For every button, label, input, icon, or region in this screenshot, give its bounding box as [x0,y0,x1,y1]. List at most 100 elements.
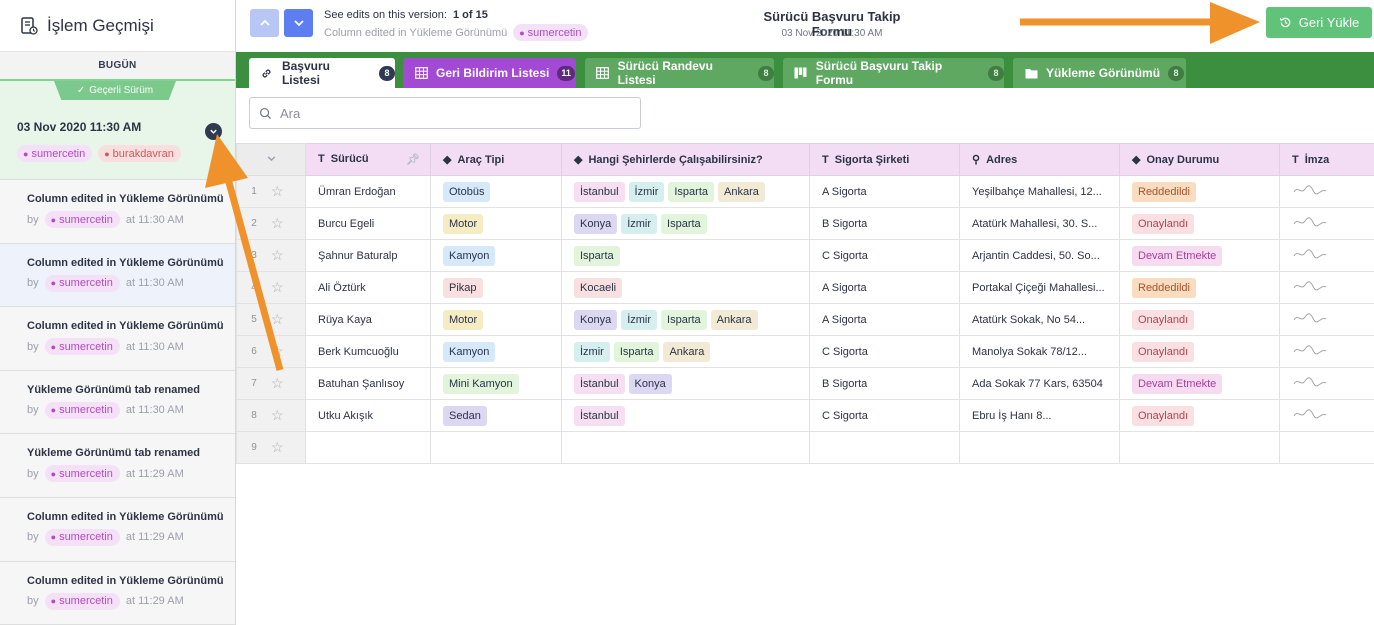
table-row[interactable]: 4 ☆ Ali Öztürk Pikap Kocaeli A Sigorta Portaka… [236,271,1374,304]
cell-surucu[interactable]: Rüya Kaya [305,303,431,336]
history-item[interactable]: Column edited in Yükleme Görünümü by ● sume… [0,561,235,625]
star-icon[interactable]: ☆ [271,247,284,263]
cell-adres[interactable]: Arjantin Caddesi, 50. So... [959,239,1120,272]
cell-adres[interactable]: Atatürk Sokak, No 54... [959,303,1120,336]
cell-arac-tipi[interactable]: Otobüs [430,175,562,208]
cell-imza[interactable] [1279,207,1374,240]
cell-arac-tipi[interactable] [430,431,562,464]
cell-surucu[interactable]: Ümran Erdoğan [305,175,431,208]
cell-imza[interactable] [1279,431,1374,464]
cell-onay[interactable]: Devam Etmekte [1119,367,1280,400]
cell-sehirler[interactable] [561,431,810,464]
next-edit-button[interactable] [284,9,313,37]
star-icon[interactable]: ☆ [271,375,284,391]
cell-sigorta[interactable]: B Sigorta [809,367,960,400]
cell-imza[interactable] [1279,175,1374,208]
cell-sehirler[interactable]: Konya İzmir Isparta [561,207,810,240]
tab-yukleme-gorunumu[interactable]: Yükleme Görünümü 8 [1013,58,1186,88]
tab-geri-bildirim-listesi[interactable]: Geri Bildirim Listesi 11 [403,58,576,88]
table-row[interactable]: 9 ☆ [236,431,1374,464]
cell-surucu[interactable]: Utku Akışık [305,399,431,432]
table-row[interactable]: 1 ☆ Ümran Erdoğan Otobüs İstanbul İzmir Ispart… [236,175,1374,208]
table-row[interactable]: 3 ☆ Şahnur Baturalp Kamyon Isparta C Sigorta A… [236,239,1374,272]
cell-arac-tipi[interactable]: Motor [430,303,562,336]
search-box[interactable] [249,97,641,129]
history-item[interactable]: Column edited in Yükleme Görünümü by ● sume… [0,180,235,244]
cell-sehirler[interactable]: Isparta [561,239,810,272]
cell-adres[interactable] [959,431,1120,464]
cell-arac-tipi[interactable]: Mini Kamyon [430,367,562,400]
expand-toggle-button[interactable] [205,123,222,140]
cell-arac-tipi[interactable]: Kamyon [430,239,562,272]
cell-sigorta[interactable]: A Sigorta [809,271,960,304]
cell-surucu[interactable]: Berk Kumcuoğlu [305,335,431,368]
cell-sigorta[interactable]: A Sigorta [809,175,960,208]
cell-sehirler[interactable]: İstanbul İzmir Isparta Ankara [561,175,810,208]
cell-adres[interactable]: Ada Sokak 77 Kars, 63504 [959,367,1120,400]
table-row[interactable]: 2 ☆ Burcu Egeli Motor Konya İzmir Isparta B Sig… [236,207,1374,240]
column-header-onay[interactable]: ◆ Onay Durumu [1119,143,1280,176]
cell-onay[interactable]: Reddedildi [1119,175,1280,208]
cell-sehirler[interactable]: İzmir Isparta Ankara [561,335,810,368]
cell-onay[interactable]: Onaylandı [1119,399,1280,432]
cell-imza[interactable] [1279,271,1374,304]
column-header-sehirler[interactable]: ◆ Hangi Şehirlerde Çalışabilirsiniz? [561,143,810,176]
search-input[interactable] [280,105,620,121]
table-row[interactable]: 7 ☆ Batuhan Şanlısoy Mini Kamyon İstanbul Kon… [236,367,1374,400]
cell-imza[interactable] [1279,367,1374,400]
cell-imza[interactable] [1279,303,1374,336]
table-row[interactable]: 6 ☆ Berk Kumcuoğlu Kamyon İzmir Isparta Ankara… [236,335,1374,368]
cell-onay[interactable] [1119,431,1280,464]
cell-adres[interactable]: Yeşilbahçe Mahallesi, 12... [959,175,1120,208]
cell-sehirler[interactable]: Kocaeli [561,271,810,304]
cell-sehirler[interactable]: İstanbul [561,399,810,432]
cell-surucu[interactable]: Batuhan Şanlısoy [305,367,431,400]
cell-adres[interactable]: Portakal Çiçeği Mahallesi... [959,271,1120,304]
star-icon[interactable]: ☆ [271,215,284,231]
cell-sigorta[interactable]: C Sigorta [809,399,960,432]
cell-imza[interactable] [1279,335,1374,368]
cell-onay[interactable]: Devam Etmekte [1119,239,1280,272]
cell-onay[interactable]: Onaylandı [1119,335,1280,368]
star-icon[interactable]: ☆ [271,343,284,359]
star-icon[interactable]: ☆ [271,439,284,455]
column-header-imza[interactable]: T İmza [1279,143,1374,176]
cell-sigorta[interactable] [809,431,960,464]
history-item[interactable]: Yükleme Görünümü tab renamed by ● sumerceti… [0,370,235,435]
cell-surucu[interactable]: Şahnur Baturalp [305,239,431,272]
cell-surucu[interactable]: Ali Öztürk [305,271,431,304]
cell-surucu[interactable]: Burcu Egeli [305,207,431,240]
current-version[interactable]: ✓ Geçerli Sürüm 03 Nov 2020 11:30 AM ● su… [0,81,235,180]
cell-sigorta[interactable]: C Sigorta [809,335,960,368]
history-item[interactable]: Column edited in Yükleme Görünümü by ● sume… [0,307,235,371]
cell-onay[interactable]: Onaylandı [1119,207,1280,240]
cell-surucu[interactable] [305,431,431,464]
cell-arac-tipi[interactable]: Motor [430,207,562,240]
cell-adres[interactable]: Manolya Sokak 78/12... [959,335,1120,368]
star-icon[interactable]: ☆ [271,183,284,199]
cell-sigorta[interactable]: C Sigorta [809,239,960,272]
pin-icon[interactable]: 📌︎ [406,154,420,166]
cell-adres[interactable]: Ebru İş Hanı 8... [959,399,1120,432]
cell-onay[interactable]: Reddedildi [1119,271,1280,304]
cell-adres[interactable]: Atatürk Mahallesi, 30. S... [959,207,1120,240]
select-all-header[interactable] [236,143,306,176]
table-row[interactable]: 8 ☆ Utku Akışık Sedan İstanbul C Sigorta Ebru … [236,399,1374,432]
tab-surucu-randevu-listesi[interactable]: Sürücü Randevu Listesi 8 [585,58,774,88]
column-header-sigorta[interactable]: T Sigorta Şirketi [809,143,960,176]
cell-arac-tipi[interactable]: Sedan [430,399,562,432]
history-item[interactable]: Yükleme Görünümü tab renamed by ● sumerceti… [0,434,235,498]
table-row[interactable]: 5 ☆ Rüya Kaya Motor Konya İzmir Isparta Ankara A… [236,303,1374,336]
history-item[interactable]: Column edited in Yükleme Görünümü by ● sume… [0,497,235,562]
tab-basvuru-listesi[interactable]: Başvuru Listesi 8 [249,58,395,88]
history-item[interactable]: Column edited in Yükleme Görünümü by ● sume… [0,243,235,308]
restore-button[interactable]: Geri Yükle [1266,7,1372,38]
column-header-arac-tipi[interactable]: ◆ Araç Tipi [430,143,562,176]
star-icon[interactable]: ☆ [271,279,284,295]
cell-sehirler[interactable]: Konya İzmir Isparta Ankara [561,303,810,336]
cell-sigorta[interactable]: A Sigorta [809,303,960,336]
star-icon[interactable]: ☆ [271,311,284,327]
cell-onay[interactable]: Onaylandı [1119,303,1280,336]
cell-sigorta[interactable]: B Sigorta [809,207,960,240]
star-icon[interactable]: ☆ [271,407,284,423]
